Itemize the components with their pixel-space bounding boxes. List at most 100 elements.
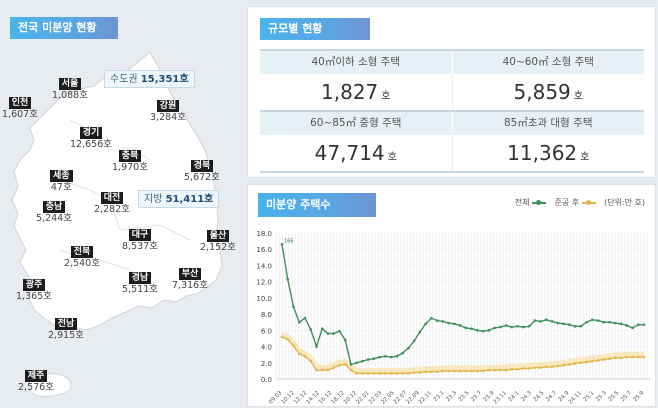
region-daejeon: 대전 2,282호: [94, 192, 130, 216]
region-ulsan: 울산 2,152호: [200, 230, 236, 254]
region-daegu: 대구 8,537호: [122, 229, 158, 253]
size-grid: 40㎡이하 소형 주택 40~60㎡ 소형 주택 1,827 호 5,859 호 6…: [260, 49, 644, 173]
y-tick-label: 18.0: [256, 230, 272, 238]
x-tick-label: 25.7: [620, 390, 633, 403]
region-chungbuk: 충북 1,970호: [112, 150, 148, 174]
y-tick-label: 6.0: [261, 327, 272, 335]
region-name: 경기: [79, 127, 103, 139]
size-unit: 호: [580, 152, 590, 163]
map-panel-title: 전국 미분양 현황: [10, 17, 118, 39]
y-tick-label: 14.0: [256, 262, 272, 270]
region-value: 12,656호: [70, 139, 112, 150]
y-tick-label: 2.0: [261, 360, 272, 368]
y-tick-label: 12.0: [256, 279, 272, 287]
region-name: 전남: [54, 318, 78, 330]
region-name: 광주: [22, 279, 46, 291]
capital-area-label: 수도권: [110, 74, 138, 85]
region-name: 강원: [156, 100, 180, 112]
region-gangwon: 강원 3,284호: [150, 100, 186, 124]
region-incheon: 인천 1,607호: [2, 97, 38, 121]
x-tick-label: 24.1: [508, 390, 521, 403]
x-tick-label: 25.3: [595, 390, 608, 403]
region-value: 2,915호: [48, 330, 84, 341]
region-name: 경남: [128, 272, 152, 284]
region-name: 충남: [42, 201, 66, 213]
region-jeonbuk: 전북 2,540호: [64, 246, 100, 270]
y-tick-label: 8.0: [261, 311, 272, 319]
capital-area-value: 15,351호: [140, 74, 189, 85]
series-line: [281, 244, 644, 366]
series-line: [281, 336, 644, 375]
chart-panel-title: 미분양 주택수: [258, 193, 376, 217]
size-row-values: 1,827 호 5,859 호: [260, 74, 644, 110]
region-name: 전북: [70, 246, 94, 258]
size-panel-title: 규모별 현황: [260, 18, 370, 40]
region-seoul: 서울 1,088호: [52, 78, 88, 102]
size-label: 40㎡이하 소형 주택: [260, 51, 453, 74]
region-name: 대구: [128, 229, 152, 241]
region-gyeonggi: 경기 12,656호: [70, 127, 112, 151]
region-name: 서울: [58, 78, 82, 90]
region-value: 5,244호: [36, 213, 72, 224]
x-tick-label: 24.3: [520, 390, 533, 403]
size-label: 60~85㎡ 중형 주택: [260, 112, 453, 135]
region-name: 충북: [118, 150, 142, 162]
x-tick-label: 25.9: [633, 390, 646, 403]
size-value: 47,714: [314, 141, 385, 165]
region-value: 8,537호: [122, 241, 158, 252]
region-value: 1,970호: [112, 162, 148, 173]
size-unit: 호: [381, 91, 391, 102]
size-row-values: 47,714 호 11,362 호: [260, 135, 644, 171]
legend-completed: 준공 후: [554, 197, 597, 208]
size-row-head: 40㎡이하 소형 주택 40~60㎡ 소형 주택: [260, 49, 644, 74]
x-tick-label: 22.11: [418, 390, 433, 405]
region-jeonnam: 전남 2,915호: [48, 318, 84, 342]
region-name: 울산: [206, 230, 230, 242]
x-tick-label: 25.1: [583, 390, 596, 403]
region-name: 인천: [8, 97, 32, 109]
region-value: 2,152호: [200, 242, 236, 253]
region-value: 3,284호: [150, 112, 186, 123]
line-chart: 0.02.04.06.08.010.012.014.016.018.009.03…: [256, 230, 650, 406]
x-tick-label: 24.7: [545, 390, 558, 403]
legend-total-label: 전체: [514, 198, 530, 207]
region-name: 부산: [178, 268, 202, 280]
size-value-cell: 11,362 호: [453, 135, 645, 171]
size-value: 5,859: [513, 80, 571, 104]
region-gyeongnam: 경남 5,511호: [122, 272, 158, 296]
region-value: 5,672호: [184, 172, 220, 183]
x-tick-label: 24.11: [568, 390, 583, 405]
legend-completed-label: 준공 후: [554, 198, 580, 207]
y-tick-label: 16.0: [256, 246, 272, 254]
y-tick-label: 10.0: [256, 295, 272, 303]
chart-legend: 전체 준공 후 (단위:만 호): [515, 197, 645, 208]
x-tick-label: 24.5: [533, 390, 546, 403]
x-tick-label: 25.5: [608, 390, 621, 403]
size-value-cell: 1,827 호: [260, 74, 453, 110]
region-value: 5,511호: [122, 284, 158, 295]
region-name: 제주: [24, 370, 48, 382]
x-tick-label: 23.7: [470, 390, 483, 403]
region-value: 1,088호: [52, 90, 88, 101]
region-value: 47호: [50, 182, 72, 193]
x-tick-label: 23.5: [458, 390, 471, 403]
provinces-area-box: 지방 51,411호: [138, 190, 220, 208]
size-value-cell: 47,714 호: [260, 135, 453, 171]
size-value-cell: 5,859 호: [453, 74, 645, 110]
region-chungnam: 충남 5,244호: [36, 201, 72, 225]
region-name: 세종: [50, 170, 73, 182]
size-row-head: 60~85㎡ 중형 주택 85㎡초과 대형 주택: [260, 110, 644, 135]
x-tick-label: 23.3: [445, 390, 458, 403]
legend-total: 전체: [515, 197, 547, 208]
region-gwangju: 광주 1,365호: [16, 279, 52, 303]
region-value: 1,607호: [2, 109, 38, 120]
region-value: 7,316호: [172, 280, 208, 291]
svg-text:166: 166: [284, 238, 294, 244]
y-tick-label: 4.0: [261, 344, 272, 352]
size-value: 1,827: [321, 80, 379, 104]
provinces-area-value: 51,411호: [165, 194, 214, 205]
region-value: 2,540호: [64, 258, 100, 269]
capital-area-box: 수도권 15,351호: [104, 70, 195, 88]
size-unit: 호: [573, 91, 583, 102]
provinces-area-label: 지방: [144, 194, 163, 205]
